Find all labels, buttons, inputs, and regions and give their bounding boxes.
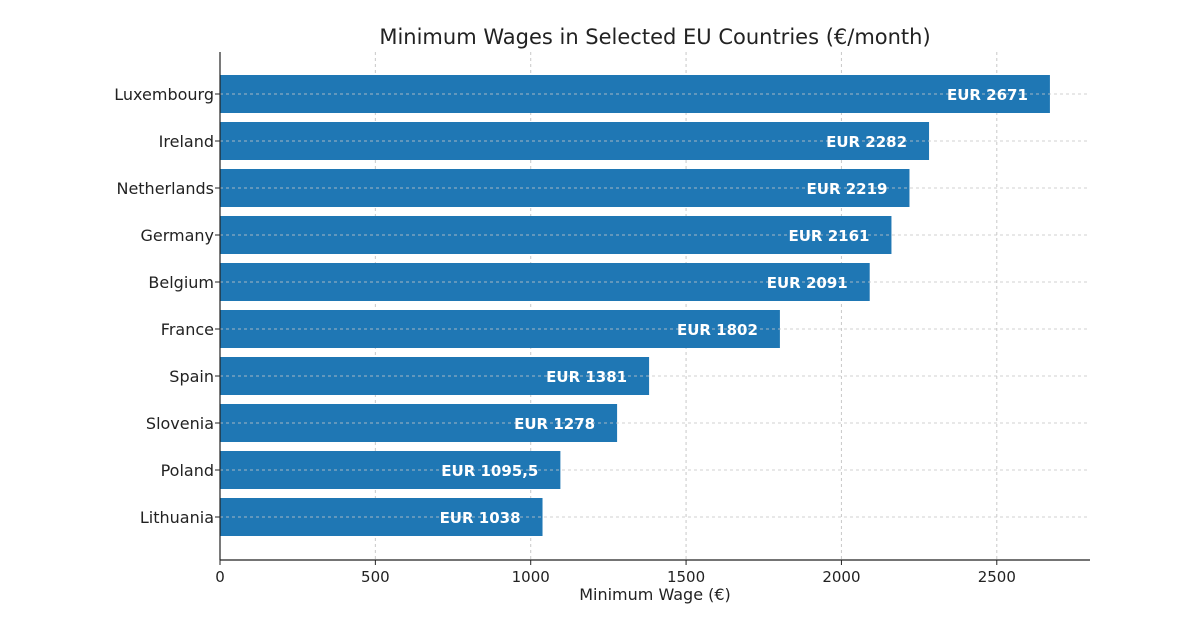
x-tick-label: 1000 xyxy=(512,568,550,586)
data-label: EUR 2282 xyxy=(826,133,907,151)
x-tick-label: 500 xyxy=(361,568,390,586)
data-label: EUR 2671 xyxy=(947,86,1028,104)
x-tick-label: 0 xyxy=(215,568,225,586)
x-tick-label: 1500 xyxy=(667,568,705,586)
y-tick-label: Ireland xyxy=(159,132,214,151)
y-tick-label: Germany xyxy=(140,226,214,245)
y-tick-label: Spain xyxy=(169,367,214,386)
data-label: EUR 1038 xyxy=(440,509,521,527)
y-tick-label: Netherlands xyxy=(116,179,214,198)
x-tick-label: 2500 xyxy=(978,568,1016,586)
y-tick-label: Luxembourg xyxy=(114,85,214,104)
y-tick-label: France xyxy=(161,320,214,339)
data-label: EUR 2161 xyxy=(789,227,870,245)
data-label: EUR 1381 xyxy=(546,368,627,386)
chart-title: Minimum Wages in Selected EU Countries (… xyxy=(379,25,930,49)
y-tick-label: Belgium xyxy=(148,273,214,292)
y-tick-label: Slovenia xyxy=(146,414,214,433)
data-label: EUR 1278 xyxy=(514,415,595,433)
y-tick-label: Lithuania xyxy=(140,508,214,527)
bar-lithuania xyxy=(220,498,543,536)
bar-france xyxy=(220,310,780,348)
data-label: EUR 2091 xyxy=(767,274,848,292)
y-tick-label: Poland xyxy=(161,461,214,480)
data-label: EUR 1802 xyxy=(677,321,758,339)
data-label: EUR 2219 xyxy=(807,180,888,198)
x-axis-label: Minimum Wage (€) xyxy=(579,585,731,604)
x-tick-label: 2000 xyxy=(822,568,860,586)
bar-spain xyxy=(220,357,650,395)
data-label: EUR 1095,5 xyxy=(441,462,538,480)
